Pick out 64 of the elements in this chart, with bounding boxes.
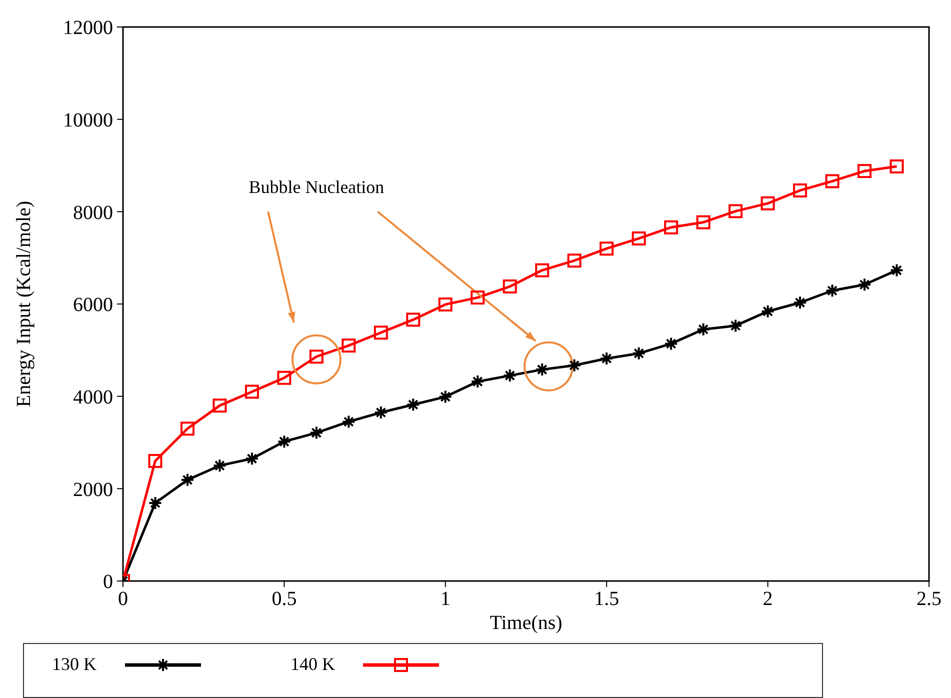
point <box>793 183 808 198</box>
legend-label: 130 K <box>52 654 96 675</box>
x-tick-label: 0 <box>118 588 128 610</box>
point <box>664 336 678 351</box>
x-tick-label: 0.5 <box>272 588 297 610</box>
point <box>470 290 485 305</box>
point <box>180 472 194 487</box>
point <box>374 405 388 420</box>
point <box>825 284 840 298</box>
point <box>277 370 292 385</box>
legend-label: 140 K <box>290 654 335 675</box>
point <box>502 279 517 294</box>
point <box>632 231 646 246</box>
point <box>148 496 162 510</box>
point <box>728 318 743 333</box>
point <box>858 164 872 178</box>
point <box>760 196 775 210</box>
x-tick-label: 2.5 <box>916 588 942 610</box>
point <box>600 242 614 256</box>
point <box>793 296 808 310</box>
point <box>535 263 550 278</box>
x-tick-label: 1 <box>440 588 450 610</box>
point <box>470 374 485 389</box>
point <box>567 358 582 372</box>
point <box>890 159 904 174</box>
point <box>696 322 710 336</box>
point <box>212 458 227 473</box>
point <box>148 454 162 468</box>
point <box>406 312 420 327</box>
point <box>309 426 324 440</box>
y-tick-label: 2000 <box>73 478 113 501</box>
y-tick-label: 8000 <box>73 202 113 224</box>
y-tick-label: 4000 <box>73 386 113 408</box>
point <box>890 263 904 278</box>
point <box>600 351 614 366</box>
y-tick-label: 6000 <box>73 294 113 316</box>
x-tick-label: 2 <box>762 588 773 610</box>
y-tick-label: 12000 <box>63 17 113 40</box>
point <box>728 204 743 218</box>
y-tick-label: 0 <box>103 571 113 594</box>
point <box>180 422 194 436</box>
point <box>406 398 420 412</box>
point <box>342 338 356 353</box>
point <box>825 174 840 188</box>
point <box>567 254 582 268</box>
point <box>277 434 292 449</box>
point <box>760 304 775 318</box>
point <box>342 414 356 429</box>
x-tick-label: 1.5 <box>594 588 620 610</box>
point <box>438 297 452 312</box>
point <box>696 215 710 230</box>
point <box>664 220 678 234</box>
y-axis-title: Energy Input (Kcal/mole) <box>13 200 36 408</box>
x-axis-title: Time(ns) <box>490 612 562 634</box>
point <box>858 278 872 292</box>
point <box>244 452 259 466</box>
point <box>438 390 452 404</box>
y-tick-label: 10000 <box>63 109 113 132</box>
point <box>502 368 517 383</box>
annotation: Bubble Nucleation <box>248 177 384 198</box>
point <box>212 398 227 413</box>
point <box>632 346 646 360</box>
point <box>374 326 388 340</box>
point <box>244 384 259 399</box>
